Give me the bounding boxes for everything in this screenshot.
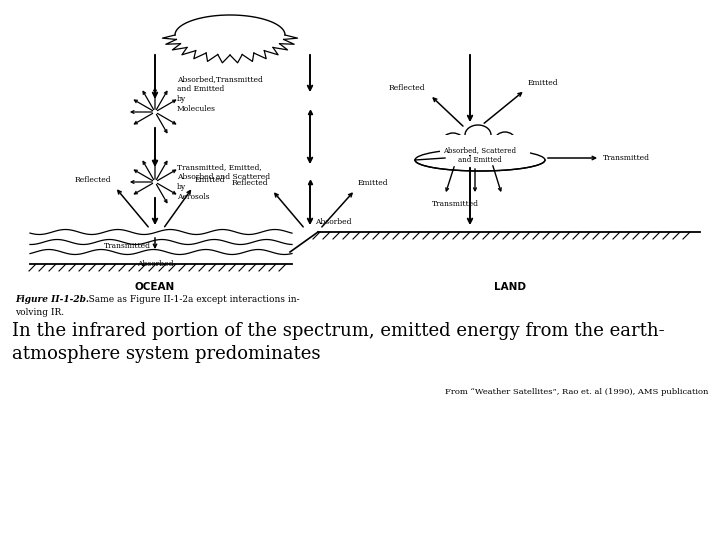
Text: Reflected: Reflected (231, 179, 268, 187)
Text: FROM SUN: FROM SUN (199, 0, 261, 1)
Text: Emitted: Emitted (358, 179, 389, 187)
Text: OCEAN: OCEAN (135, 282, 175, 292)
Text: Absorbed, Scattered
and Emitted: Absorbed, Scattered and Emitted (444, 146, 516, 164)
Text: Emitted: Emitted (528, 79, 559, 87)
Text: LAND: LAND (494, 282, 526, 292)
Ellipse shape (465, 125, 491, 145)
Text: Transmitted: Transmitted (431, 200, 479, 208)
Text: Reflected: Reflected (74, 176, 111, 184)
Text: Absorbed: Absorbed (137, 260, 174, 268)
Text: Transmitted: Transmitted (104, 242, 151, 250)
Text: atmosphere system predominates: atmosphere system predominates (12, 345, 320, 363)
Ellipse shape (442, 133, 464, 151)
Text: Transmitted: Transmitted (603, 154, 650, 162)
Text: Transmitted, Emitted,
Absorbed and Scattered
by
Aerosols: Transmitted, Emitted, Absorbed and Scatt… (177, 163, 270, 201)
Text: From “Weather Satellites”, Rao et. al (1990), AMS publication: From “Weather Satellites”, Rao et. al (1… (445, 388, 708, 396)
FancyBboxPatch shape (440, 135, 530, 155)
Text: Same as Figure II-1-2a except interactions in-: Same as Figure II-1-2a except interactio… (80, 295, 300, 304)
Text: Figure II-1-2b.: Figure II-1-2b. (15, 295, 89, 304)
Text: In the infrared portion of the spectrum, emitted energy from the earth-: In the infrared portion of the spectrum,… (12, 322, 665, 340)
Text: Emitted: Emitted (195, 176, 225, 184)
Text: Absorbed,Transmitted
and Emitted
by
Molecules: Absorbed,Transmitted and Emitted by Mole… (177, 75, 263, 113)
Ellipse shape (495, 132, 515, 148)
Text: volving IR.: volving IR. (15, 308, 64, 317)
Text: Absorbed: Absorbed (315, 218, 351, 226)
Ellipse shape (415, 149, 545, 171)
Text: Reflected: Reflected (388, 84, 425, 92)
